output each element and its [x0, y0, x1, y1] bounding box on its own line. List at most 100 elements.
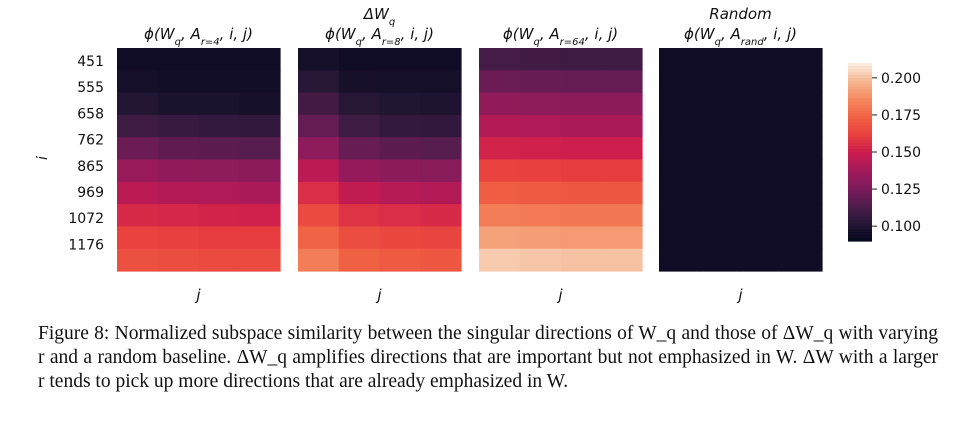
- heatmap-cell: [560, 248, 602, 272]
- heatmap-cell: [239, 92, 281, 116]
- heatmap-cell: [519, 70, 562, 94]
- panel-title: ϕ(Wq, Ar=8, i, j): [325, 25, 434, 48]
- heatmap-cell: [560, 92, 602, 116]
- colorbar-segment: [848, 211, 872, 215]
- colorbar-segment: [848, 122, 872, 126]
- x-axis-label: j: [556, 286, 563, 304]
- heatmap-cell: [560, 181, 602, 205]
- heatmap-cell: [298, 114, 340, 138]
- heatmap-cell: [781, 226, 823, 250]
- heatmap-cell: [379, 159, 421, 183]
- heatmap-cell: [157, 204, 200, 227]
- colorbar-segment: [848, 232, 872, 236]
- heatmap-cell: [479, 92, 521, 116]
- y-tick-label: 762: [77, 133, 104, 149]
- colorbar-segment: [848, 143, 872, 147]
- panel-title: ϕ(Wq, Arand, i, j): [684, 25, 797, 48]
- heatmap-cell: [479, 204, 521, 227]
- heatmap-cell: [420, 70, 462, 94]
- heatmap-cell: [781, 92, 823, 116]
- colorbar-segment: [848, 169, 872, 174]
- heatmap-cell: [379, 137, 421, 161]
- heatmap-cell: [519, 137, 562, 161]
- heatmap-cell: [298, 248, 340, 272]
- heatmap-cell: [740, 226, 782, 250]
- heatmap-cell: [198, 92, 240, 116]
- colorbar-segment: [848, 125, 872, 129]
- heatmap-cell: [699, 48, 742, 71]
- heatmap-cell: [338, 226, 381, 250]
- heatmap-cell: [601, 92, 643, 116]
- heatmap-cell: [601, 226, 643, 250]
- colorbar-segment: [848, 149, 872, 153]
- colorbar-tick-label: 0.200: [881, 71, 921, 87]
- heatmap-cell: [239, 181, 281, 205]
- heatmap-cell: [239, 159, 281, 183]
- y-axis-label: i: [35, 156, 51, 160]
- heatmap-cell: [479, 114, 521, 138]
- colorbar-segment: [848, 146, 872, 150]
- colorbar-segment: [848, 199, 872, 204]
- colorbar-segment: [848, 196, 872, 201]
- heatmap-cell: [117, 92, 159, 116]
- heatmap-cell: [198, 137, 240, 161]
- heatmap-cell: [198, 181, 240, 205]
- heatmap-cell: [117, 137, 159, 161]
- panel-super-title: Random: [709, 5, 771, 23]
- colorbar-segment: [848, 178, 872, 183]
- heatmap-cell: [198, 204, 240, 227]
- colorbar-segment: [848, 163, 872, 168]
- heatmap-cell: [479, 248, 521, 272]
- heatmap-cell: [479, 159, 521, 183]
- heatmap-cell: [420, 114, 462, 138]
- heatmap-cell: [420, 226, 462, 250]
- colorbar-segment: [848, 86, 872, 91]
- heatmap-cell: [699, 248, 742, 272]
- heatmap-cell: [659, 137, 701, 161]
- colorbar-segment: [848, 77, 872, 82]
- heatmap-cell: [479, 48, 521, 71]
- panel-super-title: ΔWq: [363, 5, 395, 27]
- heatmap-cell: [740, 204, 782, 227]
- heatmap-cell: [659, 248, 701, 272]
- heatmap-cell: [479, 181, 521, 205]
- panel-title: ϕ(Wq, Ar=64, i, j): [503, 25, 618, 48]
- heatmap-cell: [519, 181, 562, 205]
- heatmap-cell: [157, 137, 200, 161]
- heatmap-cell: [420, 248, 462, 272]
- heatmap-cell: [659, 92, 701, 116]
- heatmap-cell: [298, 159, 340, 183]
- colorbar-segment: [848, 63, 872, 67]
- x-axis-label: j: [375, 286, 382, 304]
- heatmap-cell: [239, 204, 281, 227]
- heatmap-cell: [699, 181, 742, 205]
- heatmap-cell: [781, 248, 823, 272]
- heatmap-cell: [740, 159, 782, 183]
- heatmap-cell: [699, 226, 742, 250]
- heatmap-cell: [198, 226, 240, 250]
- heatmap-cell: [560, 114, 602, 138]
- heatmap-cell: [519, 92, 562, 116]
- heatmap-cell: [157, 226, 200, 250]
- colorbar-segment: [848, 104, 872, 109]
- heatmap-cell: [740, 137, 782, 161]
- heatmap-cell: [338, 181, 381, 205]
- y-tick-label: 1176: [68, 237, 104, 253]
- heatmap-cell: [157, 248, 200, 272]
- heatmap-cell: [298, 48, 340, 71]
- heatmap-cell: [659, 70, 701, 94]
- heatmap-cell: [298, 92, 340, 116]
- heatmap-cell: [781, 204, 823, 227]
- heatmap-cell: [157, 70, 200, 94]
- heatmap-cell: [781, 114, 823, 138]
- heatmap-cell: [379, 92, 421, 116]
- heatmap-cell: [740, 70, 782, 94]
- heatmap-cell: [198, 48, 240, 71]
- heatmap-cell: [601, 137, 643, 161]
- colorbar-segment: [848, 92, 872, 97]
- heatmap-cell: [601, 114, 643, 138]
- heatmap-cell: [157, 114, 200, 138]
- heatmap-cell: [740, 181, 782, 205]
- colorbar-segment: [848, 71, 872, 76]
